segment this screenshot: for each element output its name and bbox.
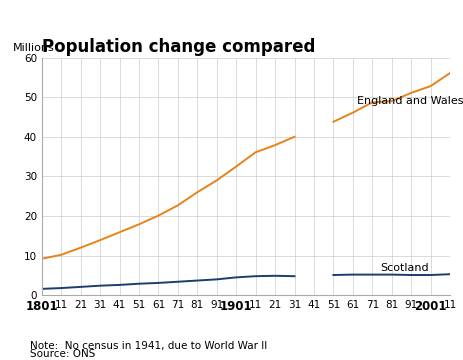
Text: Note:  No census in 1941, due to World War II: Note: No census in 1941, due to World Wa… [30, 341, 267, 351]
Text: Scotland: Scotland [379, 263, 428, 273]
Text: England and Wales: England and Wales [356, 96, 462, 106]
Text: Population change compared: Population change compared [42, 38, 314, 56]
Text: Millions: Millions [13, 43, 55, 53]
Text: Source: ONS: Source: ONS [30, 349, 95, 359]
